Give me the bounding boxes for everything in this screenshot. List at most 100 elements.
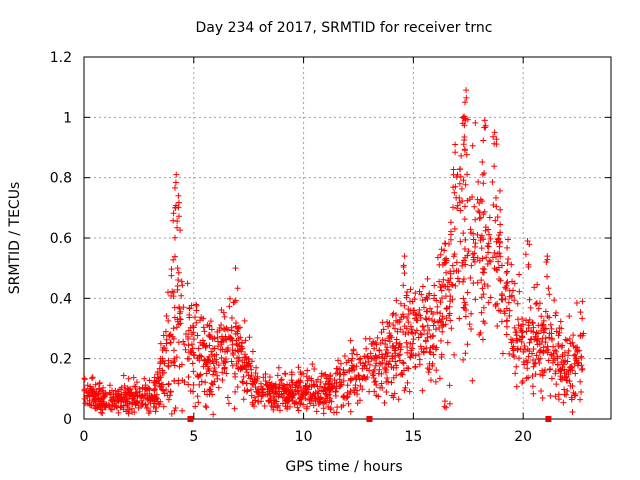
data-point	[232, 265, 239, 272]
data-point	[558, 359, 565, 366]
data-point	[136, 392, 143, 399]
data-point	[487, 294, 494, 301]
data-point	[538, 339, 545, 346]
data-point	[175, 199, 182, 206]
data-point	[446, 310, 453, 317]
data-point	[380, 326, 387, 333]
data-point	[101, 403, 108, 410]
data-point	[420, 304, 427, 311]
data-point	[234, 384, 241, 391]
data-point	[240, 396, 247, 403]
data-point	[385, 323, 392, 330]
data-point	[88, 375, 95, 382]
data-point	[454, 202, 461, 209]
data-point	[560, 399, 567, 406]
data-point	[393, 362, 400, 369]
data-point	[274, 372, 281, 379]
data-point	[491, 140, 498, 147]
data-point	[318, 373, 325, 380]
data-point	[553, 348, 560, 355]
data-point	[317, 394, 324, 401]
data-point	[267, 385, 274, 392]
data-point	[481, 170, 488, 177]
data-point	[564, 352, 571, 359]
data-point	[534, 281, 541, 288]
data-point	[157, 374, 164, 381]
data-point	[248, 366, 255, 373]
data-point	[153, 395, 160, 402]
data-point	[311, 382, 318, 389]
data-point	[230, 299, 237, 306]
data-point	[171, 378, 178, 385]
data-point	[480, 291, 487, 298]
data-point	[196, 381, 203, 388]
data-point	[453, 173, 460, 180]
data-point	[436, 375, 443, 382]
data-point	[481, 266, 488, 273]
data-point	[223, 336, 230, 343]
x-tick-label: 20	[514, 429, 532, 445]
data-point	[306, 382, 313, 389]
data-point	[567, 367, 574, 374]
data-point	[218, 321, 225, 328]
data-point	[504, 317, 511, 324]
data-point	[320, 410, 327, 417]
data-point	[350, 346, 357, 353]
y-tick-label: 0.4	[50, 291, 72, 307]
data-point	[492, 217, 499, 224]
data-point	[295, 364, 302, 371]
data-point	[355, 372, 362, 379]
data-point	[512, 329, 519, 336]
data-point	[275, 364, 282, 371]
data-point	[462, 236, 469, 243]
data-point	[96, 379, 103, 386]
data-point	[456, 278, 463, 285]
data-point	[212, 369, 219, 376]
data-point	[405, 365, 412, 372]
data-point	[218, 354, 225, 361]
data-point	[407, 323, 414, 330]
data-point	[202, 361, 209, 368]
data-point	[224, 326, 231, 333]
data-point	[526, 316, 533, 323]
data-point	[564, 358, 571, 365]
data-point	[112, 387, 119, 394]
data-point	[219, 369, 226, 376]
data-point	[492, 301, 499, 308]
data-point	[338, 360, 345, 367]
data-point	[514, 345, 521, 352]
data-point	[312, 389, 319, 396]
data-point	[467, 226, 474, 233]
data-point	[157, 398, 164, 405]
data-point	[84, 400, 91, 407]
data-point	[215, 384, 222, 391]
data-point	[151, 398, 158, 405]
data-point	[402, 384, 409, 391]
data-point	[472, 216, 479, 223]
data-point	[512, 370, 519, 377]
data-point	[573, 357, 580, 364]
data-point	[497, 277, 504, 284]
data-point	[484, 282, 491, 289]
data-point	[449, 262, 456, 269]
data-point	[526, 339, 533, 346]
data-point	[447, 293, 454, 300]
data-point	[208, 326, 215, 333]
data-point	[579, 332, 586, 339]
data-point	[461, 216, 468, 223]
data-point	[503, 305, 510, 312]
data-point	[533, 329, 540, 336]
data-point	[218, 306, 225, 313]
data-point	[506, 350, 513, 357]
data-point	[438, 351, 445, 358]
data-point	[434, 254, 441, 261]
data-point	[472, 296, 479, 303]
data-point	[251, 376, 258, 383]
data-point	[545, 285, 552, 292]
data-point	[442, 283, 449, 290]
data-point	[176, 304, 183, 311]
data-point	[401, 323, 408, 330]
data-point	[115, 409, 122, 416]
data-point	[525, 322, 532, 329]
data-point	[408, 326, 415, 333]
